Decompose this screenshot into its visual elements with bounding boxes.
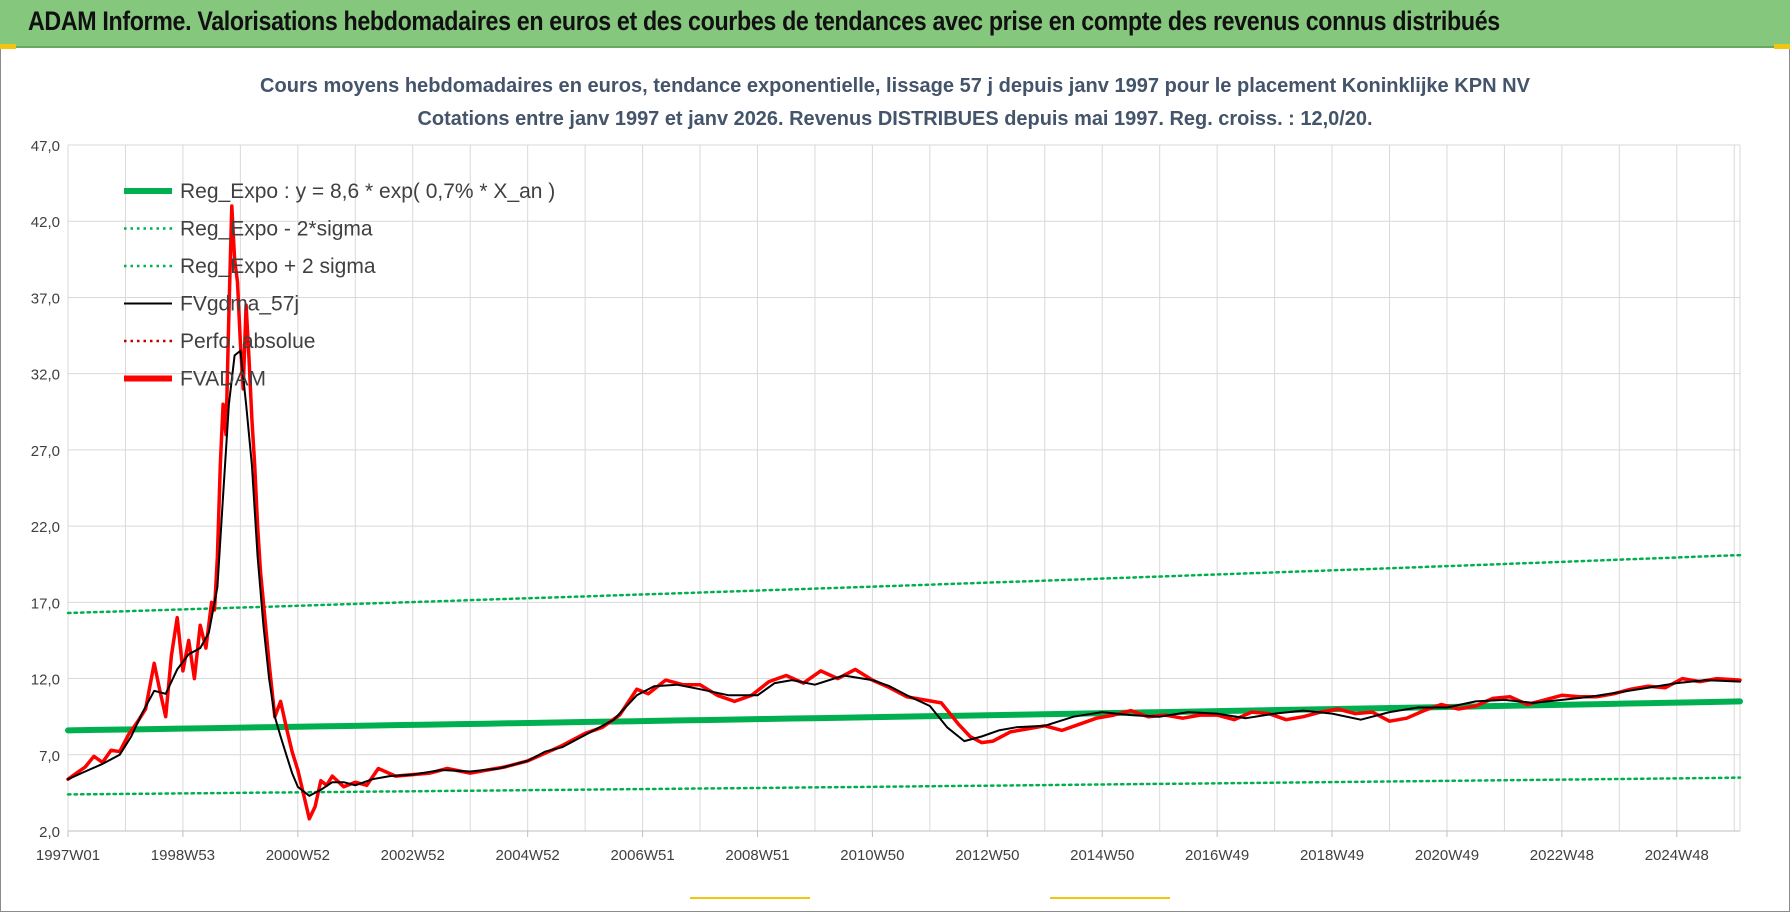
bottom-mark (1050, 897, 1170, 899)
series-line-reg-expo-plus-2sigma (66, 553, 1742, 615)
y-tick-label: 17,0 (31, 595, 60, 612)
y-tick-label: 42,0 (31, 214, 60, 231)
series (65, 204, 1743, 821)
corner-mark-left (0, 44, 16, 49)
x-tick-label: 2024W48 (1645, 847, 1709, 864)
y-tick-label: 22,0 (31, 519, 60, 536)
x-tick-label: 2016W49 (1185, 847, 1249, 864)
series-line-reg-expo-minus-2sigma (66, 776, 1742, 796)
x-tick-label: 2006W51 (610, 847, 674, 864)
y-tick-label: 12,0 (31, 672, 60, 689)
series-line-reg-expo (65, 698, 1743, 734)
x-tick-label: 2004W52 (496, 847, 560, 864)
y-tick-label: 37,0 (31, 290, 60, 307)
x-tick-label: 2012W50 (955, 847, 1019, 864)
x-tick-label: 2002W52 (381, 847, 445, 864)
y-tick-label: 2,0 (39, 824, 60, 841)
y-axis-ticks: 47,0 42,0 37,0 32,0 27,0 22,0 17,0 12,0 7,0 2,0 (31, 138, 60, 841)
legend-label: Reg_Expo - 2*sigma (180, 218, 373, 241)
chart-title: Cours moyens hebdomadaires en euros, ten… (260, 75, 1531, 97)
x-tick-label: 2022W48 (1530, 847, 1594, 864)
corner-mark-right (1774, 44, 1790, 49)
x-axis-ticks: 1997W01 1998W53 2000W52 2002W52 2004W52 2006W… (36, 831, 1709, 864)
legend-label: Reg_Expo : y = 8,6 * exp( 0,7% * X_an ) (180, 180, 555, 203)
legend-label: FVgdma_57j (180, 293, 299, 316)
series-line-fvgdma-57j (67, 349, 1741, 797)
report-banner: ADAM Informe. Valorisations hebdomadaire… (0, 0, 1790, 48)
x-tick-label: 2014W50 (1070, 847, 1134, 864)
y-tick-label: 7,0 (39, 748, 60, 765)
legend-label: FVADAM (180, 368, 266, 391)
report-title: ADAM Informe. Valorisations hebdomadaire… (28, 6, 1500, 36)
y-tick-label: 32,0 (31, 367, 60, 384)
x-tick-label: 1998W53 (151, 847, 215, 864)
y-tick-label: 27,0 (31, 443, 60, 460)
legend-label: Perfo. absolue (180, 330, 315, 353)
legend: Reg_Expo : y = 8,6 * exp( 0,7% * X_an ) R… (124, 180, 555, 391)
y-tick-label: 47,0 (31, 138, 60, 155)
x-tick-label: 2000W52 (266, 847, 330, 864)
x-tick-label: 2010W50 (840, 847, 904, 864)
x-tick-label: 2020W49 (1415, 847, 1479, 864)
legend-label: Reg_Expo + 2 sigma (180, 255, 376, 278)
bottom-mark (690, 897, 810, 899)
x-tick-label: 2018W49 (1300, 847, 1364, 864)
chart-subtitle: Cotations entre janv 1997 et janv 2026. … (418, 108, 1373, 130)
x-tick-label: 1997W01 (36, 847, 100, 864)
x-tick-label: 2008W51 (725, 847, 789, 864)
